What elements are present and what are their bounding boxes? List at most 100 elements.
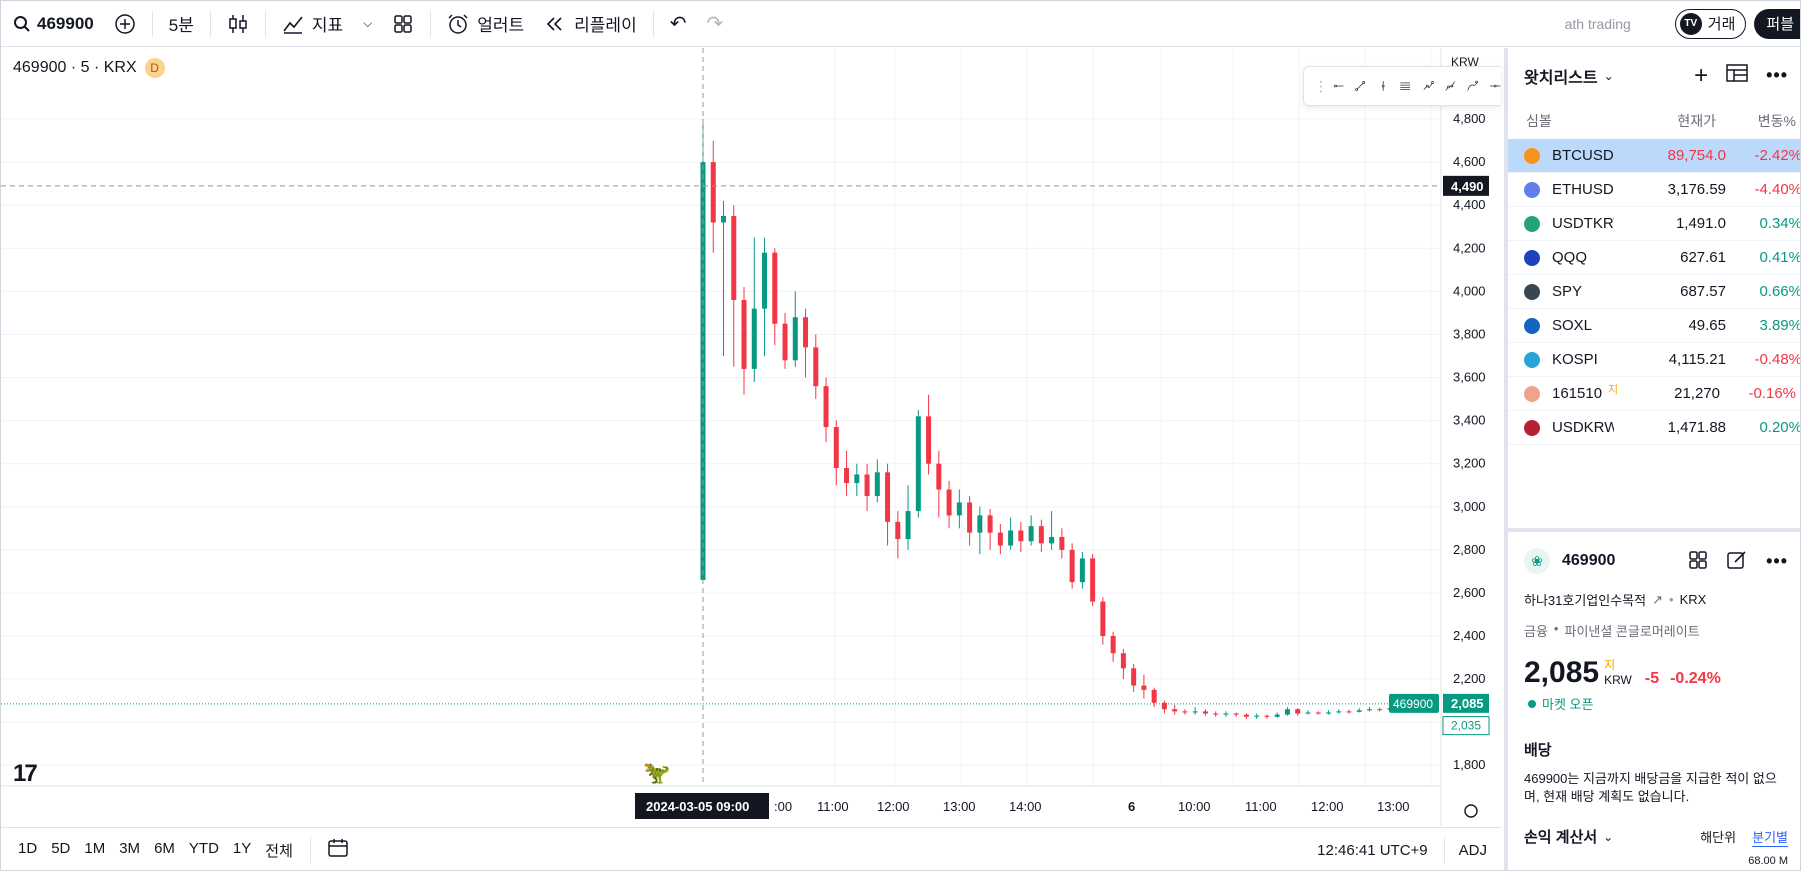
candle-body bbox=[1018, 530, 1024, 542]
range-3m[interactable]: 3M bbox=[119, 839, 141, 857]
horizontal-ray-tool-icon[interactable] bbox=[1332, 72, 1344, 100]
candle-body bbox=[1079, 558, 1085, 583]
watchlist-symbol: ETHUSDT bbox=[1552, 181, 1614, 198]
horizontal-line-tool-icon[interactable] bbox=[1489, 72, 1501, 100]
sector-label[interactable]: 금융 bbox=[1524, 624, 1548, 639]
candle-body bbox=[895, 521, 901, 540]
watchlist-row[interactable]: USDKRW 1,471.88 0.20% bbox=[1508, 411, 1800, 445]
watchlist-title[interactable]: 왓치리스트 bbox=[1524, 69, 1598, 87]
indicator-templates-dropdown[interactable]: ⌵ bbox=[353, 1, 382, 47]
watchlist-row[interactable]: QQQ 627.61 0.41% bbox=[1508, 241, 1800, 275]
candle-body bbox=[1172, 709, 1178, 712]
chart-type-button[interactable] bbox=[217, 1, 259, 47]
external-link-icon[interactable]: ↗ bbox=[1652, 591, 1664, 607]
col-change[interactable]: 변동% bbox=[1757, 113, 1796, 129]
layout-button[interactable] bbox=[382, 1, 424, 47]
price-tick-label: 4,200 bbox=[1453, 240, 1486, 255]
candle-body bbox=[1131, 668, 1137, 686]
range-1m[interactable]: 1M bbox=[84, 839, 106, 857]
redo-button[interactable]: ↷ bbox=[696, 1, 733, 47]
time-tick-label: 10:00 bbox=[1178, 799, 1211, 814]
clock-display[interactable]: 12:46:41 UTC+9 bbox=[1317, 841, 1428, 859]
publish-button[interactable]: 퍼블 bbox=[1750, 1, 1800, 47]
range-1y[interactable]: 1Y bbox=[232, 839, 252, 857]
add-symbol-icon[interactable]: + bbox=[1694, 61, 1709, 89]
price-chart[interactable]: KRW5,0004,8004,6004,4004,2004,0003,8003,… bbox=[1, 48, 1501, 826]
watchlist-price: 21,270 bbox=[1674, 385, 1720, 402]
layout-grid-icon[interactable] bbox=[1688, 550, 1708, 573]
chevron-down-icon[interactable]: ⌄ bbox=[1603, 829, 1614, 844]
more-options-icon[interactable]: ••• bbox=[1766, 65, 1788, 85]
income-statement-title[interactable]: 손익 계산서 bbox=[1524, 829, 1598, 846]
edit-note-icon[interactable] bbox=[1726, 549, 1748, 574]
candle-body bbox=[1120, 653, 1126, 669]
price-tick-label: 2,400 bbox=[1453, 628, 1486, 643]
indicators-button[interactable]: 지표 bbox=[272, 1, 353, 47]
watchlist-row[interactable]: SOXL 49.65 3.89% bbox=[1508, 309, 1800, 343]
tab-annual[interactable]: 해단위 bbox=[1700, 830, 1737, 845]
watchlist-symbol: KOSPI bbox=[1552, 351, 1598, 368]
range-전체[interactable]: 전체 bbox=[265, 842, 293, 860]
tradingview-watermark-icon: 17 bbox=[13, 760, 38, 787]
detail-symbol[interactable]: 469900 bbox=[1562, 552, 1616, 569]
symbol-search[interactable]: 469900 bbox=[1, 1, 104, 47]
fib-tool-icon[interactable] bbox=[1422, 72, 1434, 100]
replay-button[interactable]: 리플레이 bbox=[534, 1, 647, 47]
adjust-button[interactable]: ADJ bbox=[1458, 841, 1487, 859]
path-tool-icon[interactable] bbox=[1444, 72, 1456, 100]
chevron-down-icon[interactable]: ⌄ bbox=[1603, 68, 1614, 83]
watchlist-symbol: USDKRW bbox=[1552, 419, 1614, 436]
watchlist-row[interactable]: BTCUSDT 89,754.0 -2.42% bbox=[1508, 139, 1800, 173]
watchlist-price: 3,176.59 bbox=[1667, 181, 1726, 198]
trend-line-tool-icon[interactable] bbox=[1354, 72, 1366, 100]
time-tick-label: 11:00 bbox=[817, 799, 849, 814]
date-range-button[interactable] bbox=[317, 837, 359, 863]
tab-quarterly[interactable]: 분기별 bbox=[1752, 827, 1788, 847]
watchlist-symbol: BTCUSDT bbox=[1552, 147, 1614, 164]
watchlist-symbol: SOXL bbox=[1552, 317, 1593, 334]
industry-label[interactable]: 파이낸셜 콘글로머레이트 bbox=[1564, 624, 1700, 639]
candle-body bbox=[1069, 549, 1075, 583]
time-tick-label: 6 bbox=[1128, 799, 1135, 814]
dot-separator: • bbox=[1553, 621, 1559, 636]
vertical-line-tool-icon[interactable] bbox=[1377, 72, 1389, 100]
watchlist-row[interactable]: KOSPI 4,115.21 -0.48% bbox=[1508, 343, 1800, 377]
range-1d[interactable]: 1D bbox=[18, 839, 38, 857]
company-name[interactable]: 하나31호기업인수목적 bbox=[1524, 593, 1647, 608]
chart-pane[interactable]: KRW5,0004,8004,6004,4004,2004,0003,8003,… bbox=[1, 48, 1501, 826]
last-price-box bbox=[1443, 693, 1489, 713]
currency-label: KRW bbox=[1451, 55, 1479, 69]
price-tick-label: 1,800 bbox=[1453, 757, 1486, 772]
alert-button[interactable]: 얼러트 bbox=[437, 1, 534, 47]
more-options-icon[interactable]: ••• bbox=[1766, 550, 1788, 571]
watchlist-row[interactable]: USDTKRW 1,491.0 0.34% bbox=[1508, 207, 1800, 241]
trade-button[interactable]: TV 거래 bbox=[1671, 1, 1751, 47]
interval-button[interactable]: 5분 bbox=[168, 16, 194, 35]
price-tick-label: 3,600 bbox=[1453, 370, 1486, 385]
candle-body bbox=[956, 502, 962, 516]
parallel-channel-tool-icon[interactable] bbox=[1399, 72, 1411, 100]
watchlist-price: 687.57 bbox=[1680, 283, 1726, 300]
watchlist-row[interactable]: SPY 687.57 0.66% bbox=[1508, 275, 1800, 309]
undo-button[interactable]: ↶ bbox=[660, 1, 697, 47]
market-open-dot-icon bbox=[1528, 699, 1536, 708]
candle-body bbox=[1305, 712, 1311, 714]
settings-gear-icon[interactable] bbox=[1464, 804, 1478, 818]
candle-body bbox=[1315, 712, 1321, 714]
watchlist-row[interactable]: ETHUSDT 3,176.59 -4.40% bbox=[1508, 173, 1800, 207]
curve-tool-icon[interactable] bbox=[1466, 72, 1479, 100]
candle-body bbox=[1325, 712, 1331, 714]
watchlist-column-header: 심볼 현재가 변동% bbox=[1508, 103, 1800, 139]
delayed-badge: D bbox=[144, 58, 165, 78]
advanced-view-icon[interactable] bbox=[1726, 63, 1748, 88]
range-ytd[interactable]: YTD bbox=[188, 839, 219, 857]
drag-handle-icon[interactable]: ⋮ bbox=[1314, 77, 1328, 94]
watchlist-row[interactable]: 161510 지 21,270 -0.16% bbox=[1508, 377, 1800, 411]
candle-body bbox=[1346, 711, 1352, 713]
spy-icon bbox=[1524, 283, 1540, 300]
range-5d[interactable]: 5D bbox=[51, 839, 71, 857]
range-6m[interactable]: 6M bbox=[154, 839, 175, 857]
col-price[interactable]: 현재가 bbox=[1677, 113, 1716, 129]
col-symbol[interactable]: 심볼 bbox=[1526, 113, 1552, 129]
compare-button[interactable] bbox=[104, 1, 146, 47]
